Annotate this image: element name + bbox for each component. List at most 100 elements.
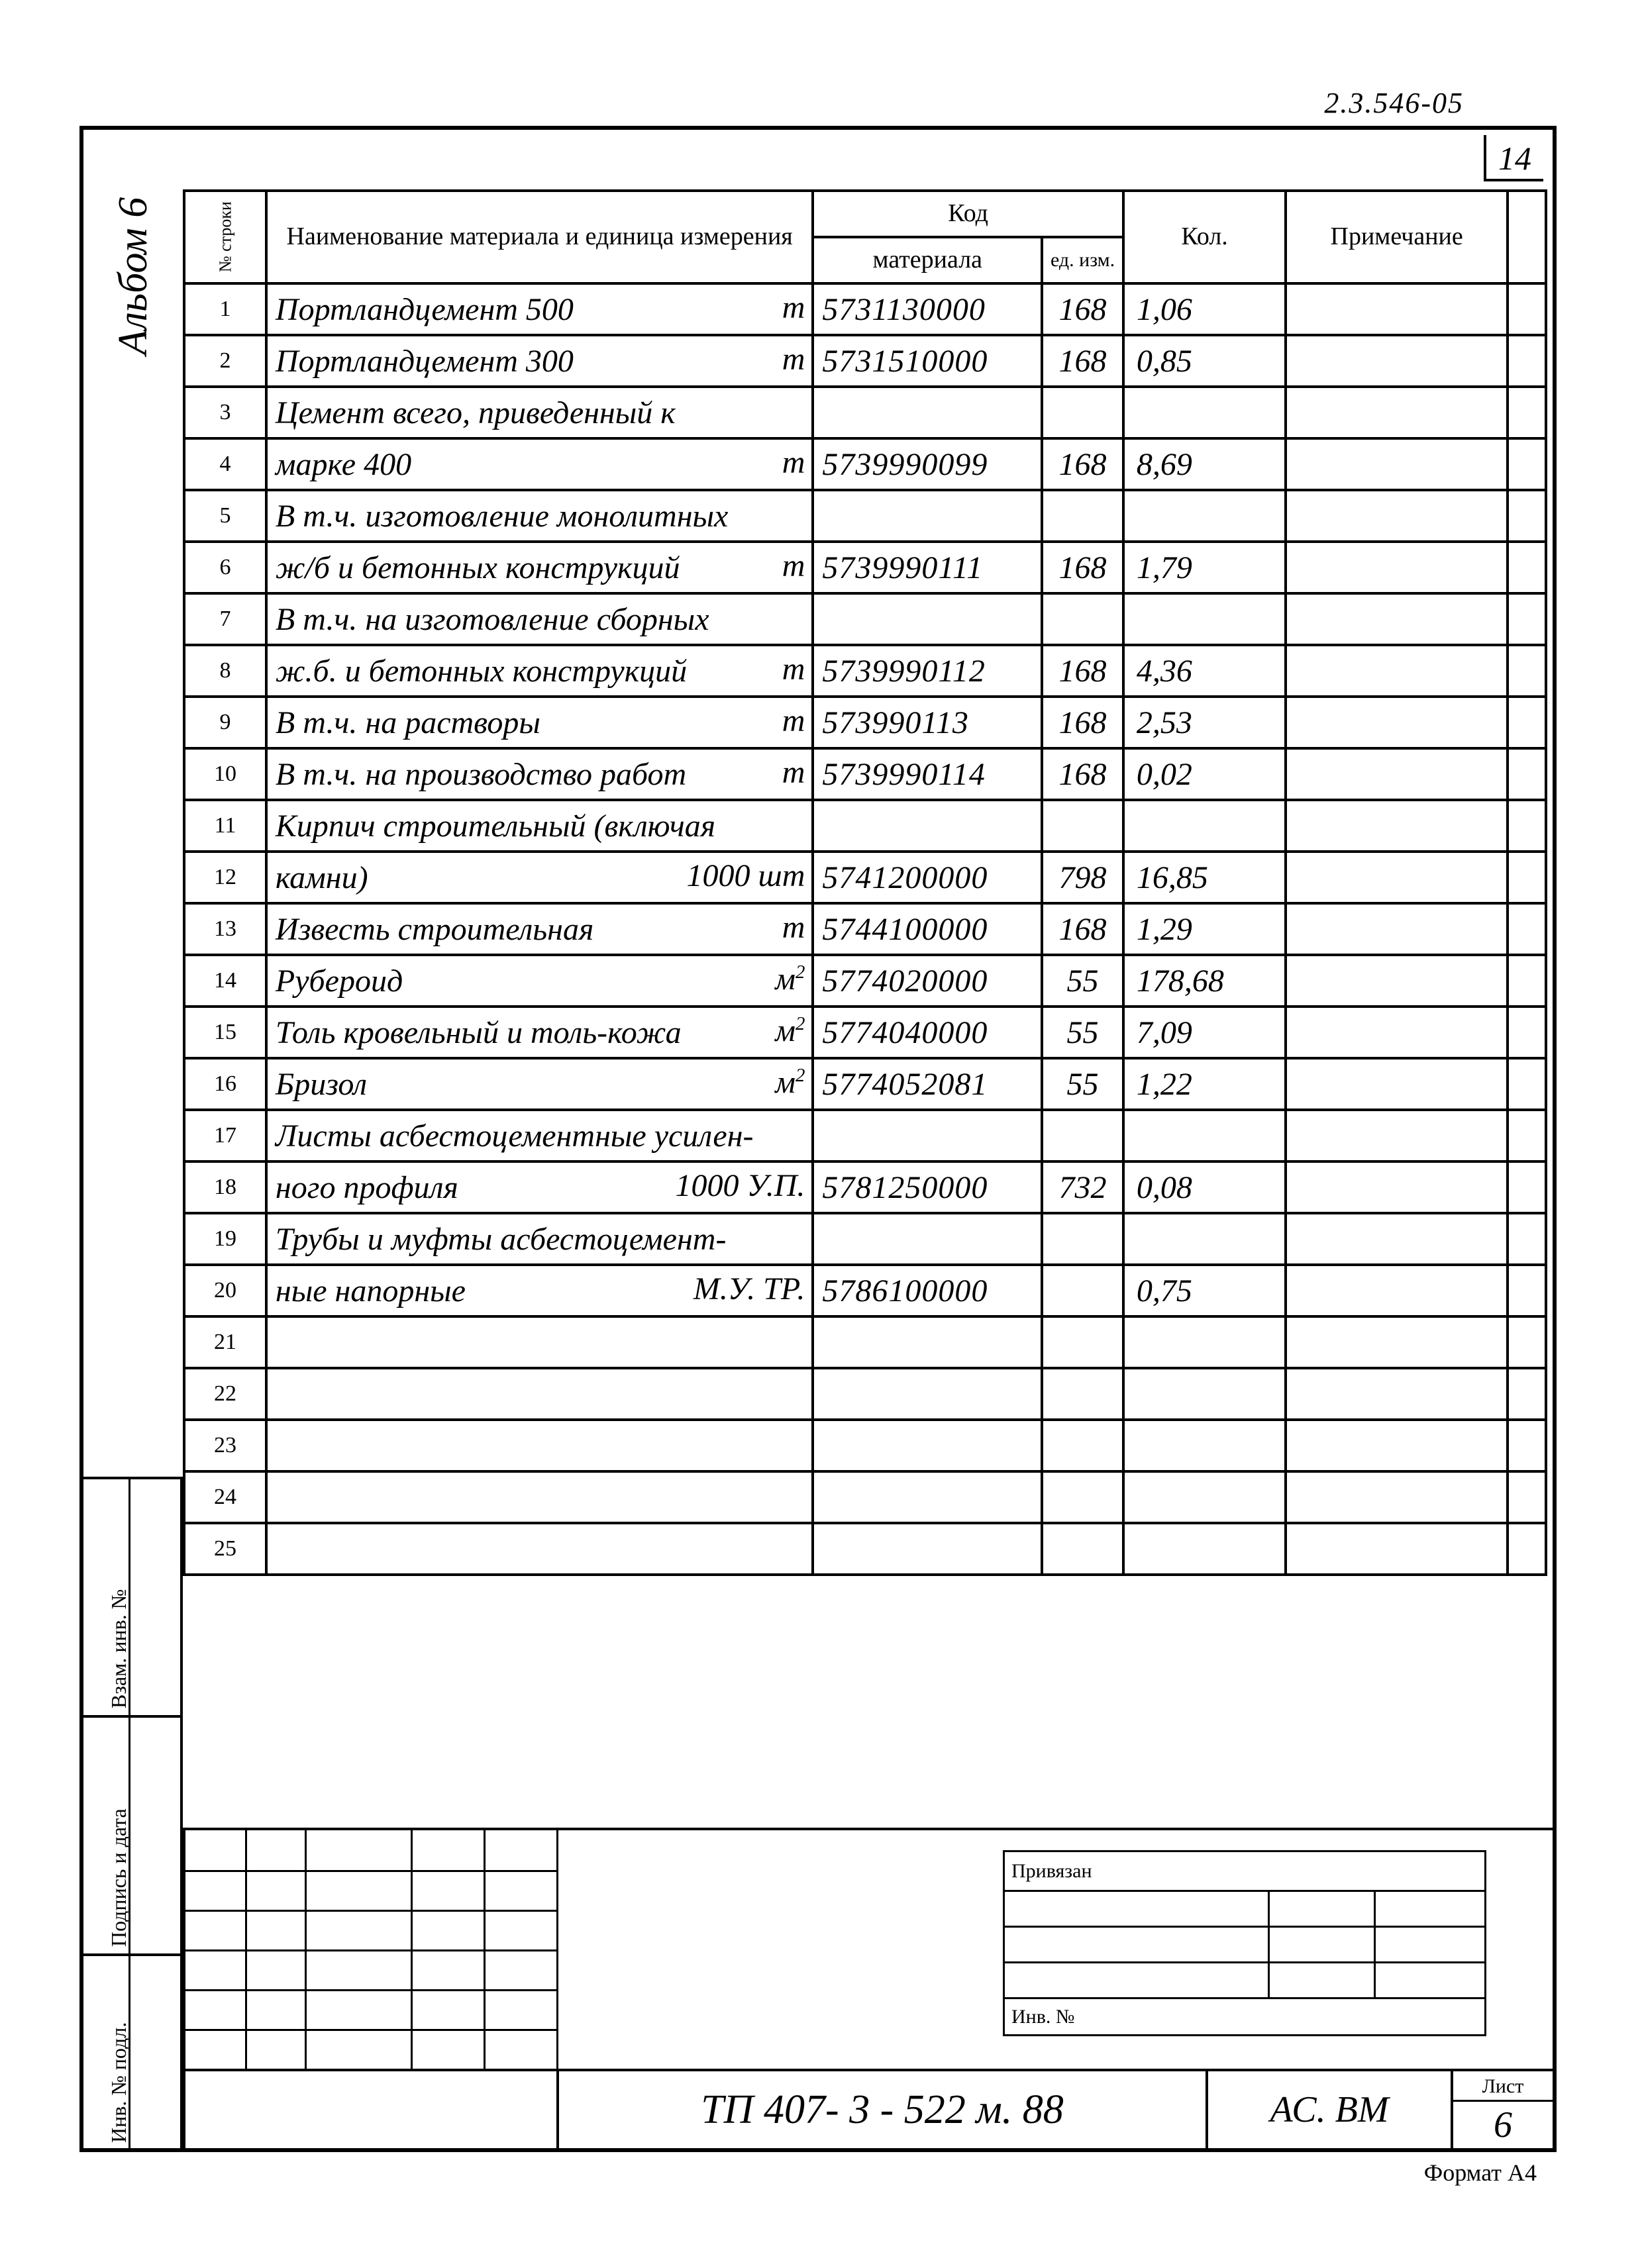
gap-cell xyxy=(1508,1265,1546,1316)
note-cell xyxy=(1286,387,1508,438)
material-code xyxy=(813,1316,1042,1368)
note-cell xyxy=(1286,1523,1508,1575)
quantity xyxy=(1123,1316,1286,1368)
note-cell xyxy=(1286,1316,1508,1368)
material-code xyxy=(813,490,1042,542)
note-cell xyxy=(1286,490,1508,542)
material-uom: т xyxy=(782,289,805,326)
row-number: 1 xyxy=(184,283,266,335)
quantity xyxy=(1123,1523,1286,1575)
material-code xyxy=(813,1368,1042,1420)
material-uom: м2 xyxy=(775,961,805,997)
table-row: 15Толь кровельный и толь-кожам2577404000… xyxy=(184,1007,1546,1058)
row-number: 9 xyxy=(184,697,266,748)
table-row: 24 xyxy=(184,1471,1546,1523)
unit-code: 168 xyxy=(1042,645,1123,697)
quantity: 178,68 xyxy=(1123,955,1286,1007)
note-cell xyxy=(1286,748,1508,800)
table-row: 10В т.ч. на производство работт573999011… xyxy=(184,748,1546,800)
material-name: ные напорныеМ.У. ТР. xyxy=(266,1265,813,1316)
material-code: 5781250000 xyxy=(813,1161,1042,1213)
row-number: 18 xyxy=(184,1161,266,1213)
table-row: 22 xyxy=(184,1368,1546,1420)
material-code xyxy=(813,593,1042,645)
table-row: 20ные напорныеМ.У. ТР.57861000000,75 xyxy=(184,1265,1546,1316)
unit-code xyxy=(1042,1420,1123,1471)
note-cell xyxy=(1286,335,1508,387)
material-code xyxy=(813,1110,1042,1161)
unit-code: 168 xyxy=(1042,542,1123,593)
table-row: 14Рубероидм2577402000055178,68 xyxy=(184,955,1546,1007)
quantity: 0,08 xyxy=(1123,1161,1286,1213)
quantity xyxy=(1123,1420,1286,1471)
table-row: 12камни)1000 шт574120000079816,85 xyxy=(184,852,1546,903)
unit-code: 168 xyxy=(1042,438,1123,490)
row-number: 8 xyxy=(184,645,266,697)
material-code: 5739990114 xyxy=(813,748,1042,800)
header-code-material: материала xyxy=(813,237,1042,283)
privyazan-label: Привязан xyxy=(1004,1851,1486,1891)
note-cell xyxy=(1286,697,1508,748)
material-code: 5741200000 xyxy=(813,852,1042,903)
table-row: 9В т.ч. на растворыт5739901131682,53 xyxy=(184,697,1546,748)
table-row: 13Известь строительнаят57441000001681,29 xyxy=(184,903,1546,955)
material-uom: 1000 У.П. xyxy=(675,1167,805,1204)
material-code: 5731130000 xyxy=(813,283,1042,335)
page: 2.3.546-05 14 Альбом 6 Взам. инв. № Подп… xyxy=(79,66,1563,2172)
header-row-no: № строки xyxy=(184,191,266,283)
quantity: 16,85 xyxy=(1123,852,1286,903)
unit-code xyxy=(1042,1316,1123,1368)
unit-code: 55 xyxy=(1042,955,1123,1007)
gap-cell xyxy=(1508,1110,1546,1161)
gap-cell xyxy=(1508,1523,1546,1575)
note-cell xyxy=(1286,1265,1508,1316)
doc-stamp: 2.3.546-05 xyxy=(1324,86,1464,120)
sheet-number: 6 xyxy=(1453,2102,1553,2148)
gap-cell xyxy=(1508,800,1546,852)
page-number: 14 xyxy=(1484,135,1543,181)
row-number: 6 xyxy=(184,542,266,593)
gap-cell xyxy=(1508,1058,1546,1110)
unit-code: 168 xyxy=(1042,697,1123,748)
material-code: 5786100000 xyxy=(813,1265,1042,1316)
note-cell xyxy=(1286,903,1508,955)
material-name: В т.ч. изготовление монолитных xyxy=(266,490,813,542)
material-name: Трубы и муфты асбестоцемент- xyxy=(266,1213,813,1265)
material-name xyxy=(266,1368,813,1420)
note-cell xyxy=(1286,800,1508,852)
unit-code xyxy=(1042,800,1123,852)
row-number: 12 xyxy=(184,852,266,903)
quantity: 1,22 xyxy=(1123,1058,1286,1110)
material-name: Толь кровельный и толь-кожам2 xyxy=(266,1007,813,1058)
material-name xyxy=(266,1523,813,1575)
row-number: 15 xyxy=(184,1007,266,1058)
unit-code xyxy=(1042,593,1123,645)
material-name: ж.б. и бетонных конструкцийт xyxy=(266,645,813,697)
doc-number: ТП 407- 3 - 522 м. 88 xyxy=(556,2071,1206,2148)
row-number: 10 xyxy=(184,748,266,800)
side-label-inv: Инв. № подл. xyxy=(107,2022,131,2143)
materials-table: № строки Наименование материала и единиц… xyxy=(183,189,1547,1576)
material-name: камни)1000 шт xyxy=(266,852,813,903)
album-label: Альбом 6 xyxy=(110,197,157,355)
table-row: 17Листы асбестоцементные усилен- xyxy=(184,1110,1546,1161)
quantity: 4,36 xyxy=(1123,645,1286,697)
unit-code: 168 xyxy=(1042,283,1123,335)
gap-cell xyxy=(1508,1007,1546,1058)
material-uom: м2 xyxy=(775,1012,805,1049)
gap-cell xyxy=(1508,1471,1546,1523)
gap-cell xyxy=(1508,1316,1546,1368)
outer-frame: 14 Альбом 6 Взам. инв. № Подпись и дата … xyxy=(79,126,1557,2152)
material-code: 5739990112 xyxy=(813,645,1042,697)
gap-cell xyxy=(1508,697,1546,748)
row-number: 16 xyxy=(184,1058,266,1110)
unit-code xyxy=(1042,1523,1123,1575)
unit-code xyxy=(1042,1213,1123,1265)
note-cell xyxy=(1286,1058,1508,1110)
material-uom: м2 xyxy=(775,1064,805,1101)
title-block: Привязан Инв. № ТП 407- 3 - 522 м. 88 АС… xyxy=(183,1828,1557,2152)
note-cell xyxy=(1286,593,1508,645)
material-name: В т.ч. на производство работт xyxy=(266,748,813,800)
quantity xyxy=(1123,1471,1286,1523)
note-cell xyxy=(1286,1213,1508,1265)
